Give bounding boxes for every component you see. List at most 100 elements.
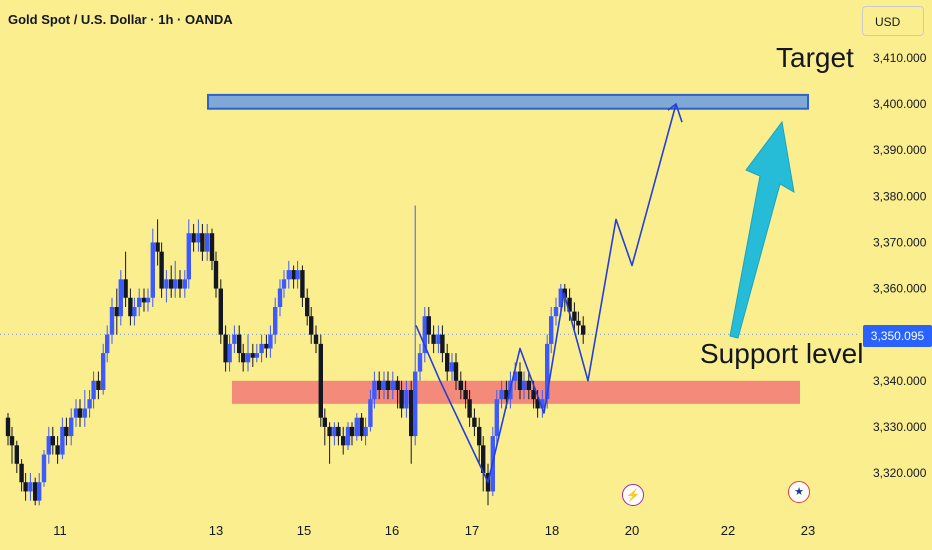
- candle-body: [395, 380, 400, 390]
- candle-body: [281, 279, 287, 289]
- candle-body: [467, 399, 472, 418]
- price-axis[interactable]: 3,320.0003,330.0003,340.0003,350.0003,36…: [873, 51, 927, 480]
- candle-body: [567, 297, 572, 312]
- candle-body: [264, 343, 269, 349]
- candle-body: [145, 297, 151, 303]
- candle-body: [399, 390, 404, 409]
- candle-body: [227, 343, 232, 363]
- big-arrow: [729, 120, 795, 339]
- candle-body: [363, 426, 368, 437]
- candle-body: [526, 380, 531, 390]
- projection-arrowhead: [667, 102, 683, 123]
- time-tick-label: 16: [385, 523, 399, 538]
- support-label: Support level: [700, 338, 864, 369]
- candle-body: [37, 482, 42, 501]
- candle-body: [458, 380, 463, 390]
- lightning-icon[interactable]: ⚡: [622, 484, 644, 506]
- candle-body: [305, 297, 310, 317]
- candles: [5, 205, 586, 506]
- candle-body: [73, 408, 79, 418]
- candle-body: [41, 454, 47, 483]
- candle-body: [413, 371, 418, 437]
- us-flag-icon[interactable]: ★: [788, 481, 810, 503]
- candle-body: [91, 380, 96, 400]
- candle-body: [481, 445, 486, 473]
- price-tick-label: 3,400.000: [873, 97, 927, 111]
- currency-button[interactable]: USD: [862, 6, 924, 36]
- candle-body: [449, 362, 455, 372]
- symbol-title[interactable]: Gold Spot / U.S. Dollar · 1h · OANDA: [8, 12, 233, 27]
- candle-body: [390, 380, 395, 390]
- candle-body: [137, 297, 142, 307]
- candle-body: [385, 380, 391, 390]
- candle-body: [118, 279, 123, 317]
- candle-body: [213, 260, 219, 289]
- candle-body: [55, 445, 60, 455]
- candle-body: [313, 334, 319, 344]
- time-tick-label: 17: [465, 523, 479, 538]
- time-tick-label: 23: [801, 523, 815, 538]
- candle-body: [191, 233, 196, 243]
- candle-body: [521, 380, 527, 390]
- candle-body: [345, 426, 351, 446]
- candle-body: [535, 399, 540, 409]
- candle-body: [77, 408, 83, 418]
- time-tick-label: 20: [625, 523, 639, 538]
- candle-body: [164, 279, 169, 289]
- candle-body: [286, 270, 291, 280]
- projection-path: [415, 102, 683, 484]
- last-price-badge: 3,350.095: [863, 325, 932, 347]
- candle-body: [23, 482, 28, 492]
- candle-body: [336, 426, 341, 437]
- candle-body: [553, 307, 559, 317]
- candle-body: [69, 417, 74, 437]
- candle-body: [477, 426, 482, 446]
- target-arrow: [729, 120, 795, 339]
- candle-body: [426, 316, 431, 335]
- price-tick-label: 3,380.000: [873, 189, 927, 203]
- candle-body: [332, 426, 337, 437]
- candle-body: [245, 353, 251, 363]
- candle-body: [19, 463, 24, 483]
- candle-body: [150, 242, 155, 298]
- candle-body: [205, 233, 210, 252]
- candle-body: [545, 343, 550, 400]
- candle-body: [173, 279, 178, 289]
- price-tick-label: 3,370.000: [873, 235, 927, 249]
- candle-body: [14, 445, 19, 464]
- candle-body: [322, 417, 327, 427]
- support-zone: [232, 380, 800, 404]
- candle-body: [96, 380, 101, 390]
- candle-body: [177, 279, 183, 289]
- price-tick-label: 3,340.000: [873, 374, 927, 388]
- candle-body: [463, 390, 468, 400]
- price-tick-label: 3,390.000: [873, 143, 927, 157]
- candle-body: [200, 233, 205, 252]
- candle-body: [277, 288, 283, 307]
- time-tick-label: 15: [297, 523, 311, 538]
- candle-body: [237, 334, 242, 354]
- candle-body: [417, 353, 423, 372]
- candle-body: [50, 436, 55, 446]
- candle-body: [445, 353, 450, 372]
- candle-body: [300, 270, 305, 298]
- candle-body: [404, 390, 409, 409]
- candle-body: [209, 233, 215, 261]
- candle-body: [318, 343, 323, 418]
- time-axis[interactable]: 11 13 15 16 17 18 20 22 23: [53, 523, 815, 538]
- time-tick-label: 22: [721, 523, 735, 538]
- candle-body: [572, 311, 577, 321]
- candle-body: [341, 436, 346, 446]
- target-zone: [207, 93, 809, 110]
- candle-body: [182, 279, 187, 289]
- candle-body: [377, 380, 382, 390]
- candle-body: [223, 334, 228, 363]
- candle-body: [132, 307, 137, 317]
- candle-body: [259, 343, 264, 354]
- candle-body: [513, 371, 518, 381]
- candle-body: [349, 426, 355, 437]
- candle-body: [472, 417, 477, 427]
- candle-body: [218, 288, 223, 335]
